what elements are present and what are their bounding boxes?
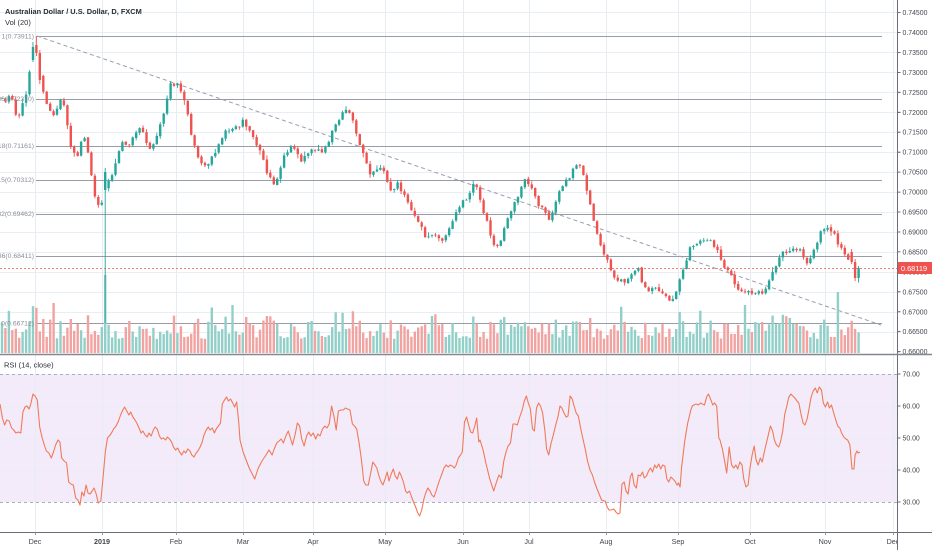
svg-text:0.5(0.70312): 0.5(0.70312) [0, 177, 34, 184]
svg-text:2019: 2019 [94, 537, 110, 546]
svg-text:40.00: 40.00 [903, 468, 920, 475]
svg-text:0.68119: 0.68119 [901, 264, 927, 273]
svg-text:0.69000: 0.69000 [903, 230, 928, 237]
svg-text:Dec: Dec [887, 537, 900, 546]
svg-text:Vol (20): Vol (20) [5, 18, 31, 27]
svg-text:0.786(0.72370): 0.786(0.72370) [0, 96, 34, 103]
svg-text:Jul: Jul [524, 537, 534, 546]
svg-text:0.74500: 0.74500 [903, 10, 928, 17]
svg-text:0.71000: 0.71000 [903, 150, 928, 157]
svg-text:0.72500: 0.72500 [903, 90, 928, 97]
svg-text:Dec: Dec [29, 537, 42, 546]
svg-text:0.68500: 0.68500 [903, 249, 928, 256]
svg-text:0.73500: 0.73500 [903, 50, 928, 57]
svg-text:30.00: 30.00 [903, 500, 920, 507]
svg-text:0.73000: 0.73000 [903, 70, 928, 77]
svg-text:0.66000: 0.66000 [903, 349, 928, 356]
svg-text:0(0.66712): 0(0.66712) [1, 321, 34, 328]
svg-text:Jun: Jun [457, 537, 469, 546]
svg-text:60.00: 60.00 [903, 404, 920, 411]
svg-text:May: May [378, 537, 392, 546]
svg-text:1(0.73911): 1(0.73911) [2, 33, 34, 40]
svg-text:RSI (14, close): RSI (14, close) [4, 361, 54, 370]
svg-text:70.00: 70.00 [903, 372, 920, 379]
svg-text:50.00: 50.00 [903, 436, 920, 443]
svg-text:0.382(0.69462): 0.382(0.69462) [0, 211, 34, 218]
svg-text:0.67500: 0.67500 [903, 289, 928, 296]
svg-text:0.66500: 0.66500 [903, 329, 928, 336]
svg-text:0.71500: 0.71500 [903, 130, 928, 137]
svg-text:0.70500: 0.70500 [903, 170, 928, 177]
svg-text:Mar: Mar [237, 537, 250, 546]
svg-text:Nov: Nov [819, 537, 832, 546]
svg-text:Sep: Sep [672, 537, 685, 546]
svg-text:Aug: Aug [600, 537, 613, 546]
svg-text:0.72000: 0.72000 [903, 110, 928, 117]
svg-text:Apr: Apr [307, 537, 319, 546]
svg-text:0.67000: 0.67000 [903, 309, 928, 316]
svg-text:0.236(0.68411): 0.236(0.68411) [0, 253, 34, 260]
svg-text:Australian Dollar / U.S. Dolla: Australian Dollar / U.S. Dollar, D, FXCM [5, 7, 142, 16]
svg-text:0.70000: 0.70000 [903, 190, 928, 197]
svg-text:0.74000: 0.74000 [903, 30, 928, 37]
svg-text:0.69500: 0.69500 [903, 210, 928, 217]
svg-text:Feb: Feb [170, 537, 182, 546]
svg-text:0.618(0.71161): 0.618(0.71161) [0, 143, 34, 150]
svg-text:Oct: Oct [744, 537, 755, 546]
